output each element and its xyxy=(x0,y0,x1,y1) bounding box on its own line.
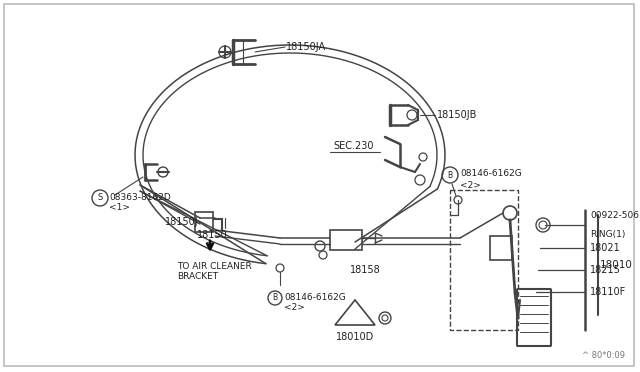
Bar xyxy=(450,190,518,330)
Text: S: S xyxy=(97,193,102,202)
Text: 18110F: 18110F xyxy=(590,287,627,297)
Text: BRACKET: BRACKET xyxy=(177,272,218,281)
Text: B: B xyxy=(273,294,278,302)
Text: 18010D: 18010D xyxy=(336,332,374,342)
Text: 00922-50610: 00922-50610 xyxy=(590,211,640,220)
Text: 08146-6162G: 08146-6162G xyxy=(284,292,346,301)
Text: 08146-6162G: 08146-6162G xyxy=(460,170,522,179)
Text: 08363-8162D: 08363-8162D xyxy=(109,192,171,202)
Text: 18150JB: 18150JB xyxy=(437,110,477,120)
Text: 18021: 18021 xyxy=(590,243,621,253)
Bar xyxy=(490,236,512,260)
Text: RING(1): RING(1) xyxy=(590,230,625,239)
Text: B: B xyxy=(447,170,452,180)
Text: <2>: <2> xyxy=(284,304,305,312)
Bar xyxy=(330,230,362,250)
Text: <2>: <2> xyxy=(460,180,481,189)
Text: TO AIR CLEANER: TO AIR CLEANER xyxy=(177,262,252,271)
Text: 18215: 18215 xyxy=(590,265,621,275)
Text: SEC.230: SEC.230 xyxy=(333,141,374,151)
Text: 18010: 18010 xyxy=(600,260,633,270)
Text: ^ 80*0:09: ^ 80*0:09 xyxy=(582,351,625,360)
Text: 18150: 18150 xyxy=(197,230,228,240)
Text: 18158: 18158 xyxy=(350,265,381,275)
Text: 18150JA: 18150JA xyxy=(286,42,326,52)
Bar xyxy=(195,212,213,232)
Text: <1>: <1> xyxy=(109,202,130,212)
Text: 18150J: 18150J xyxy=(165,217,198,227)
